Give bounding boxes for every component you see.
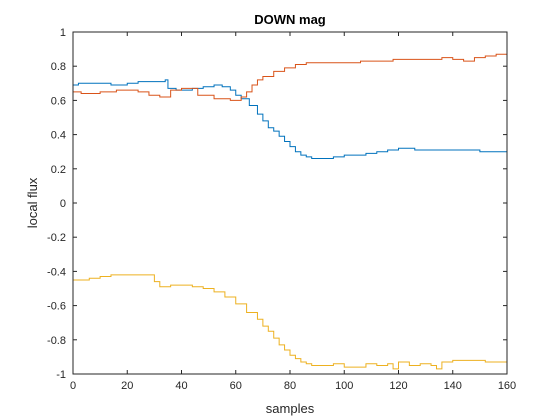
y-tick-label: -0.4 <box>47 266 66 278</box>
x-axis-label: samples <box>266 401 315 416</box>
y-tick-label: 1 <box>60 27 66 39</box>
x-tick-label: 0 <box>70 380 76 392</box>
y-tick-label: 0.4 <box>51 130 66 142</box>
x-tick-label: 40 <box>175 380 187 392</box>
x-tick-label: 80 <box>284 380 296 392</box>
x-tick-label: 100 <box>335 380 353 392</box>
x-tick-label: 20 <box>121 380 133 392</box>
x-tick-label: 160 <box>498 380 516 392</box>
y-tick-label: -0.8 <box>47 335 66 347</box>
y-tick-label: 0 <box>60 198 66 210</box>
chart-title: DOWN mag <box>254 12 326 27</box>
y-tick-label: -0.2 <box>47 232 66 244</box>
x-tick-label: 120 <box>389 380 407 392</box>
y-tick-label: -0.6 <box>47 301 66 313</box>
y-tick-label: 0.2 <box>51 164 66 176</box>
x-tick-label: 60 <box>230 380 242 392</box>
y-tick-label: 0.8 <box>51 61 66 73</box>
y-axis-label: local flux <box>25 177 40 228</box>
x-tick-label: 140 <box>444 380 462 392</box>
y-tick-label: -1 <box>56 369 66 381</box>
y-tick-label: 0.6 <box>51 95 66 107</box>
